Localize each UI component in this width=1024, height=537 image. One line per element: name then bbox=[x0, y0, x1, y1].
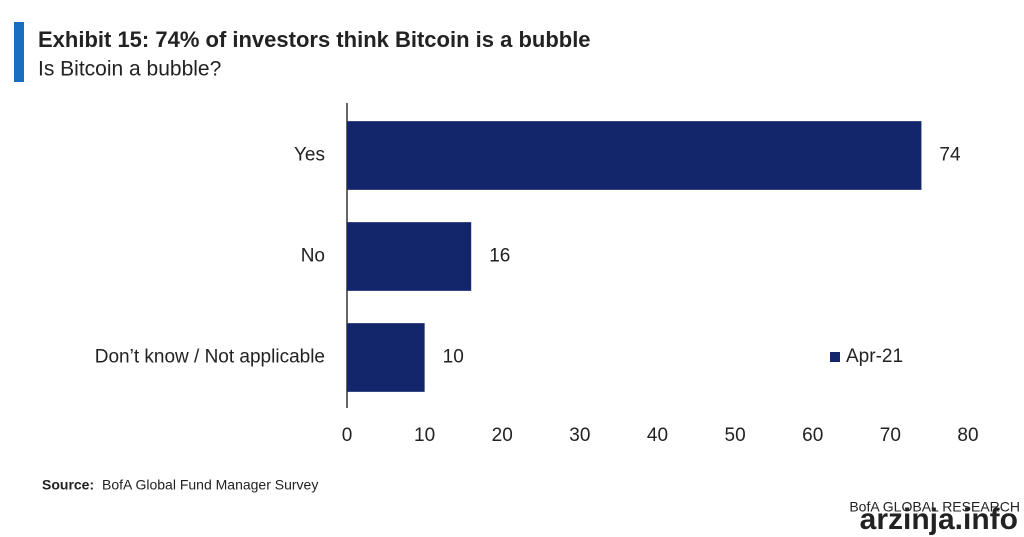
chart-subtitle: Is Bitcoin a bubble? bbox=[38, 58, 221, 81]
value-label: 74 bbox=[939, 145, 961, 166]
x-tick-label: 70 bbox=[880, 425, 901, 446]
bar bbox=[347, 121, 922, 190]
source-label: Source: bbox=[42, 477, 94, 493]
legend-label: Apr-21 bbox=[846, 346, 903, 367]
x-tick-label: 80 bbox=[957, 425, 978, 446]
y-tick-label: Yes bbox=[294, 145, 325, 166]
brand: BofA GLOBAL RESEARCH bbox=[849, 499, 1020, 515]
watermark: arzinja.info bbox=[860, 503, 1018, 536]
x-tick-label: 50 bbox=[725, 425, 746, 446]
y-tick-label: No bbox=[301, 246, 325, 267]
title-accent bbox=[14, 22, 24, 82]
y-tick-label: Don’t know / Not applicable bbox=[95, 347, 325, 368]
legend-swatch bbox=[830, 352, 840, 362]
value-label: 16 bbox=[489, 246, 510, 267]
value-label: 10 bbox=[443, 347, 464, 368]
x-tick-label: 20 bbox=[492, 425, 513, 446]
x-tick-label: 0 bbox=[342, 425, 353, 446]
source-text: BofA Global Fund Manager Survey bbox=[102, 477, 318, 493]
chart-title: Exhibit 15: 74% of investors think Bitco… bbox=[38, 27, 591, 52]
bar bbox=[347, 222, 472, 291]
x-tick-label: 40 bbox=[647, 425, 668, 446]
x-tick-label: 10 bbox=[414, 425, 435, 446]
bar bbox=[347, 323, 425, 392]
x-tick-label: 60 bbox=[802, 425, 823, 446]
x-tick-label: 30 bbox=[569, 425, 590, 446]
